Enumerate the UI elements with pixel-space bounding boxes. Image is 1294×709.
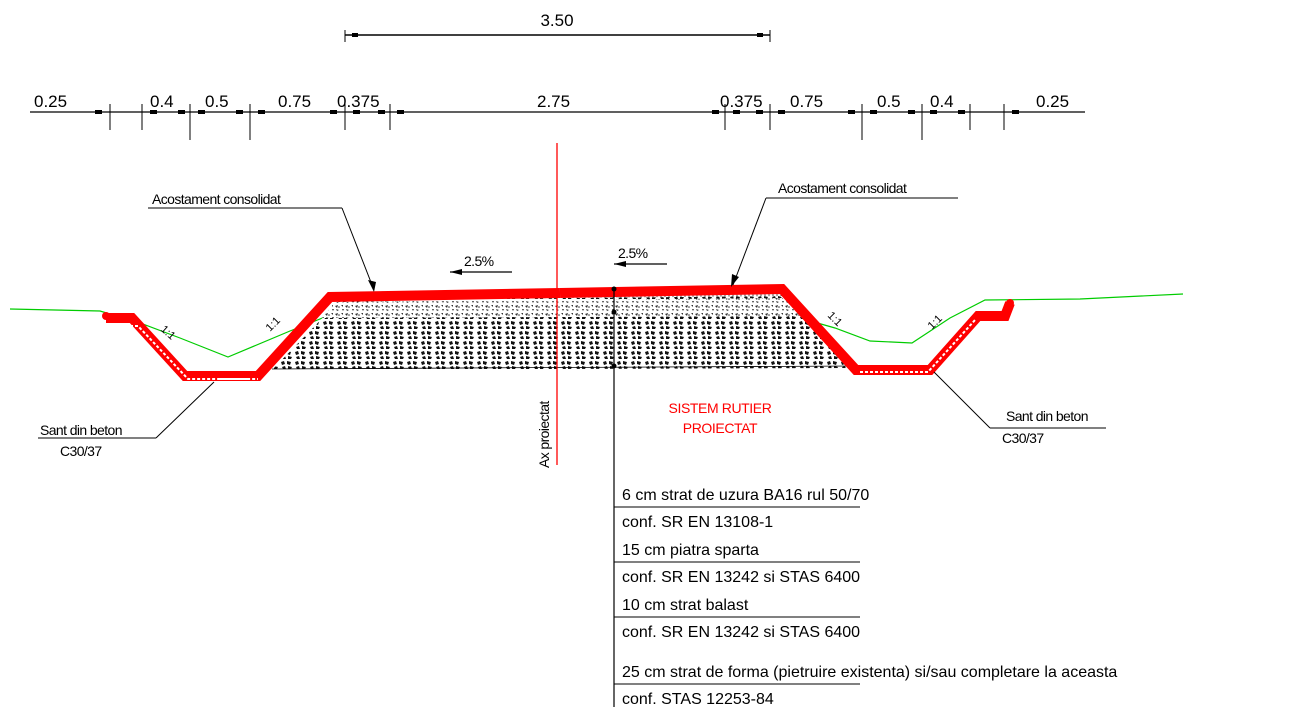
concrete-ditch-left [106, 288, 561, 381]
system-title-line1: SISTEM RUTIER [669, 400, 772, 416]
segment-label: 2.75 [537, 92, 570, 111]
ditch-edge-dot-left [102, 312, 110, 320]
slope-label: 1:1 [264, 315, 283, 334]
layer-3-spec: conf. SR EN 13242 si STAS 6400 [622, 624, 860, 641]
ditch-edge-dot-right [1006, 299, 1014, 307]
slope-label: 1:1 [158, 323, 177, 342]
crossfall-right: 2.5% [614, 245, 667, 267]
ditch-right-label: Sant din beton [1006, 408, 1088, 424]
segment-label: 0.5 [205, 92, 229, 111]
leader-point [611, 309, 617, 315]
segment-label: 0.375 [337, 92, 380, 111]
system-title-line2: PROIECTAT [683, 420, 758, 436]
overall-width-label: 3.50 [540, 11, 573, 30]
segment-label: 0.75 [278, 92, 311, 111]
shoulder-callout-left [148, 207, 375, 291]
ditch-left-grade: C30/37 [60, 443, 102, 459]
leader-point [611, 363, 617, 369]
ditch-callout-left [38, 381, 215, 439]
layer-4-name: 25 cm strat de forma (pietruire existent… [622, 664, 1117, 681]
layer-1-name: 6 cm strat de uzura BA16 rul 50/70 [622, 487, 869, 504]
segment-label: 0.4 [930, 92, 954, 111]
pavement-structure [271, 291, 853, 370]
crossfall-left-label: 2.5% [464, 253, 494, 269]
shoulder-left-label: Acostament consolidat [152, 191, 281, 207]
overall-dimension: 3.50 [344, 11, 771, 42]
layer-3-name: 10 cm strat balast [622, 597, 749, 614]
ditch-callout-right [933, 371, 1106, 429]
segment-label: 0.375 [720, 92, 763, 111]
slope-label: 1:1 [926, 313, 945, 332]
axis-label: Ax proiectat [536, 401, 552, 468]
ditch-left-label: Sant din beton [40, 422, 122, 438]
layer-4-spec: conf. STAS 12253-84 [622, 691, 774, 708]
segment-label: 0.75 [790, 92, 823, 111]
segment-label: 0.25 [1036, 92, 1069, 111]
segment-label: 0.5 [877, 92, 901, 111]
crossfall-right-label: 2.5% [618, 245, 648, 261]
segment-dimensions: 0.25 0.4 0.5 0.75 0.375 2.75 0.375 0.75 … [30, 92, 1085, 140]
concrete-ditch-right [559, 283, 1015, 375]
shoulder-callout-right [732, 197, 958, 286]
layer-2-spec: conf. SR EN 13242 si STAS 6400 [622, 569, 860, 586]
leader-point [611, 286, 617, 292]
shoulder-right-label: Acostament consolidat [778, 180, 907, 196]
layer-2-name: 15 cm piatra sparta [622, 542, 759, 559]
layer-1-spec: conf. SR EN 13108-1 [622, 514, 773, 531]
ditch-right-grade: C30/37 [1002, 430, 1044, 446]
crossfall-left: 2.5% [450, 253, 512, 275]
segment-label: 0.4 [150, 92, 174, 111]
segment-label: 0.25 [34, 92, 67, 111]
layer-notes: 6 cm strat de uzura BA16 rul 50/70 conf.… [614, 487, 1117, 708]
